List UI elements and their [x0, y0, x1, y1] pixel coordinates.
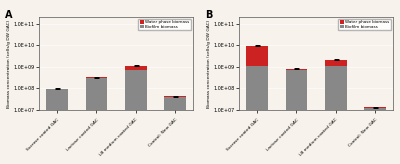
- Bar: [164, 97, 186, 164]
- Text: B: B: [205, 10, 213, 20]
- Bar: [246, 65, 268, 164]
- Bar: [325, 66, 347, 164]
- Legend: Water phase biomass, Biofilm biomass: Water phase biomass, Biofilm biomass: [338, 19, 391, 30]
- Bar: [164, 96, 186, 97]
- Bar: [286, 71, 307, 164]
- Bar: [125, 70, 147, 164]
- Bar: [246, 46, 268, 65]
- Y-axis label: Biomass concentration (cells/g DW GAC): Biomass concentration (cells/g DW GAC): [7, 20, 11, 108]
- Bar: [86, 78, 107, 164]
- Bar: [286, 69, 307, 71]
- Bar: [125, 66, 147, 70]
- Bar: [364, 108, 386, 164]
- Bar: [86, 77, 107, 78]
- Bar: [46, 89, 68, 164]
- Bar: [325, 60, 347, 66]
- Y-axis label: Biomass concentration (cells/g DW GAC): Biomass concentration (cells/g DW GAC): [207, 20, 211, 108]
- Legend: Water phase biomass, Biofilm biomass: Water phase biomass, Biofilm biomass: [138, 19, 191, 30]
- Text: A: A: [5, 10, 13, 20]
- Bar: [364, 107, 386, 108]
